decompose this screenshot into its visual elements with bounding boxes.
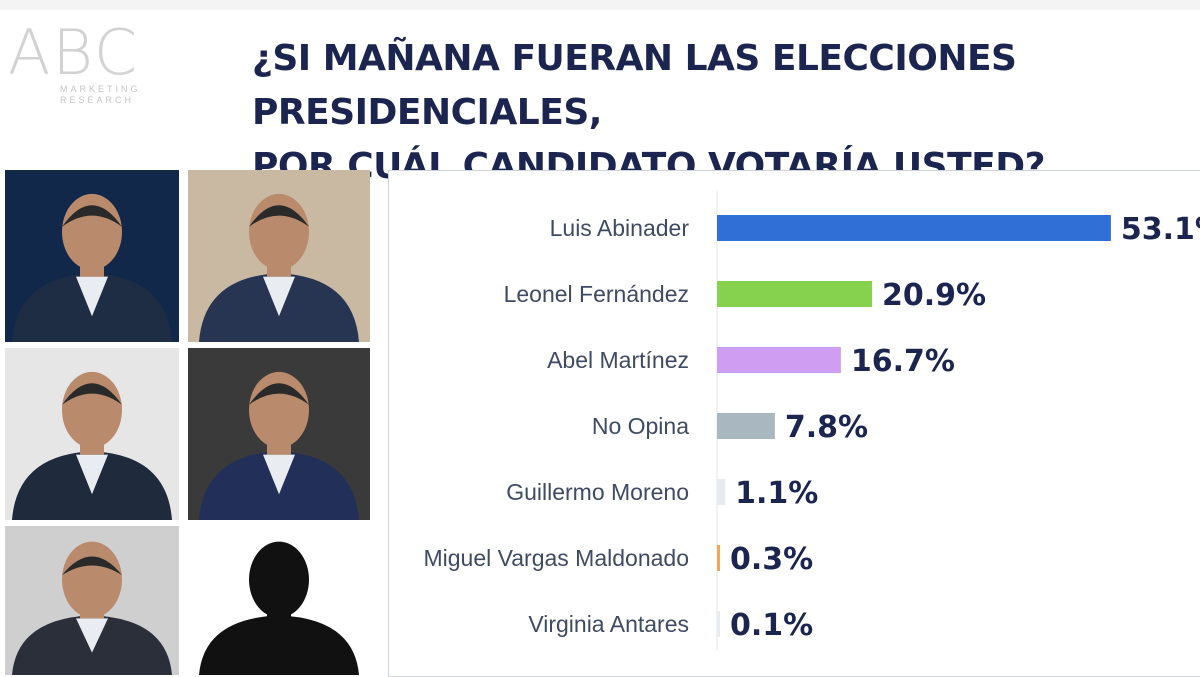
value-label: 20.9% — [882, 278, 986, 313]
category-label: Virginia Antares — [528, 611, 689, 637]
category-label: Guillermo Moreno — [506, 479, 689, 505]
value-label: 0.1% — [730, 608, 813, 643]
value-label: 1.1% — [735, 476, 818, 511]
bar — [717, 611, 720, 637]
bar — [717, 413, 775, 439]
bar — [717, 347, 841, 373]
photo-candidate-1 — [5, 170, 179, 342]
portrait-hair — [249, 383, 309, 405]
logo: ABC MARKETING RESEARCH — [8, 22, 138, 112]
candidate-photos — [0, 170, 380, 675]
value-label: 16.7% — [851, 344, 955, 379]
portrait-hair — [62, 383, 122, 405]
photo-candidate-5 — [5, 526, 179, 675]
photo-candidate-3 — [5, 348, 179, 520]
portrait-head — [62, 541, 122, 618]
chart-panel: Luis Abinader 53.1% Leonel Fernández 20.9% A… — [388, 170, 1200, 677]
title-line-1: ¿SI MAÑANA FUERAN LAS ELECCIONES PRESIDE… — [252, 38, 1017, 133]
portrait-shirt — [76, 276, 108, 317]
portrait-shirt — [76, 454, 108, 495]
portrait-hair — [62, 205, 122, 227]
value-label: 7.8% — [785, 410, 868, 445]
category-label: Miguel Vargas Maldonado — [423, 545, 689, 571]
portrait-head — [249, 541, 309, 618]
portrait-hair — [62, 556, 122, 576]
portrait-shirt — [263, 276, 295, 317]
portrait-shirt — [76, 618, 108, 653]
portrait-hair — [249, 205, 309, 227]
logo-text: ABC — [8, 16, 140, 89]
photo-candidate-2 — [188, 170, 370, 342]
category-label: Luis Abinader — [550, 215, 690, 241]
category-label: Leonel Fernández — [504, 281, 689, 307]
bar — [717, 545, 720, 571]
photo-silhouette — [188, 526, 370, 675]
photo-candidate-4 — [188, 348, 370, 520]
value-label: 0.3% — [730, 542, 813, 577]
bar — [717, 215, 1111, 241]
value-label: 53.1% — [1121, 212, 1200, 247]
bar-chart: Luis Abinader 53.1% Leonel Fernández 20.9% A… — [423, 191, 1200, 651]
category-label: No Opina — [592, 413, 689, 439]
logo-subtitle: MARKETING RESEARCH — [60, 84, 141, 105]
portrait-shirt — [263, 454, 295, 495]
category-label: Abel Martínez — [547, 347, 689, 373]
portrait-body — [199, 615, 359, 675]
bar — [717, 281, 873, 307]
top-strip — [0, 0, 1200, 10]
bar — [717, 479, 726, 505]
